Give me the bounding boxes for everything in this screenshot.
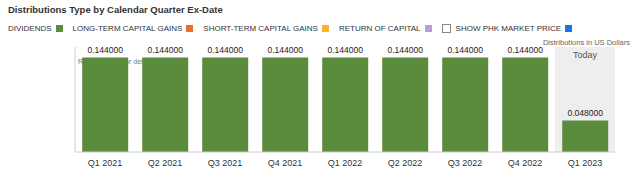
svg-text:0.144000: 0.144000 [327, 45, 363, 55]
svg-text:0.144000: 0.144000 [267, 45, 303, 55]
svg-text:0.144000: 0.144000 [387, 45, 423, 55]
svg-text:Today: Today [573, 50, 598, 60]
svg-text:0.144000: 0.144000 [87, 45, 123, 55]
svg-text:0.144000: 0.144000 [207, 45, 243, 55]
svg-text:Q2 2021: Q2 2021 [148, 158, 183, 168]
html-text:SHOW PHK MARKET PRICE: SHOW PHK MARKET PRICE [455, 24, 562, 33]
svg-text:Q4 2022: Q4 2022 [508, 158, 543, 168]
svg-text:Q1 2023: Q1 2023 [568, 158, 603, 168]
svg-text:Q2 2022: Q2 2022 [388, 158, 423, 168]
svg-text:Q1 2022: Q1 2022 [328, 158, 363, 168]
html-text:RETURN OF CAPITAL: RETURN OF CAPITAL [338, 24, 421, 33]
svg-text:Q1 2021: Q1 2021 [88, 158, 123, 168]
svg-text:Q3 2022: Q3 2022 [448, 158, 483, 168]
svg-text:Q3 2021: Q3 2021 [208, 158, 243, 168]
html-text:LONG-TERM CAPITAL GAINS: LONG-TERM CAPITAL GAINS [72, 24, 183, 33]
html-text:SHORT-TERM CAPITAL GAINS: SHORT-TERM CAPITAL GAINS [203, 24, 318, 33]
svg-text:Q4 2021: Q4 2021 [268, 158, 303, 168]
html-text:Rollover chart for details: Rollover chart for details [78, 58, 154, 65]
html-text:DIVIDENDS: DIVIDENDS [8, 24, 52, 33]
html-text:Distributions in US Dollars: Distributions in US Dollars [542, 38, 630, 47]
svg-text:0.144000: 0.144000 [147, 45, 183, 55]
svg-text:0.144000: 0.144000 [507, 45, 543, 55]
html-text:Distributions Type by Calendar: Distributions Type by Calendar Quarter E… [8, 4, 223, 15]
svg-text:0.048000: 0.048000 [567, 108, 603, 118]
svg-text:0.144000: 0.144000 [447, 45, 483, 55]
